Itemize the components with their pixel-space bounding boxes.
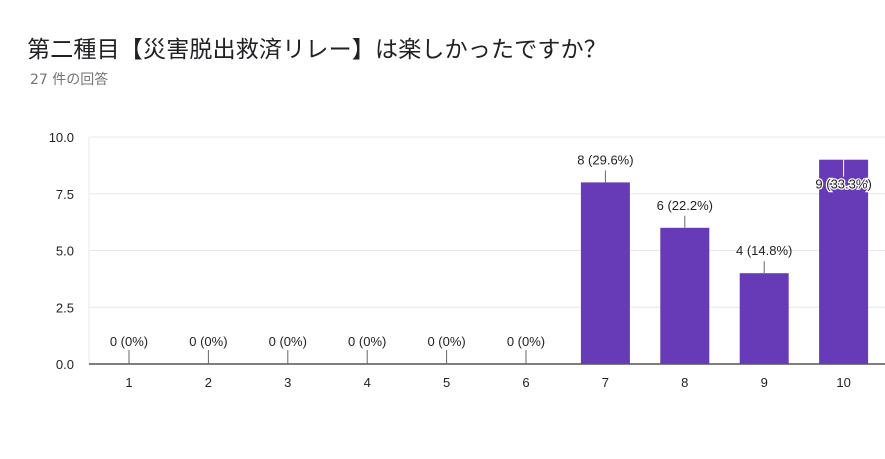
response-count: 27 件の回答 xyxy=(30,72,109,88)
data-label: 0 (0%) xyxy=(110,334,148,349)
x-tick-label: 1 xyxy=(125,375,132,390)
y-tick-label: 5.0 xyxy=(56,244,74,259)
y-axis-ticks: 0.0 2.5 5.0 7.5 10.0 xyxy=(49,130,74,372)
bar xyxy=(739,273,789,364)
bar xyxy=(660,227,710,364)
data-label: 4 (14.8%) xyxy=(736,243,792,258)
x-tick-label: 4 xyxy=(364,375,371,390)
data-label: 6 (22.2%) xyxy=(657,198,713,213)
x-tick-label: 8 xyxy=(681,375,688,390)
x-tick-label: 7 xyxy=(602,375,609,390)
bar xyxy=(580,182,630,364)
x-tick-label: 5 xyxy=(443,375,450,390)
bars xyxy=(580,159,869,364)
data-label: 0 (0%) xyxy=(427,334,465,349)
data-label: 0 (0%) xyxy=(507,334,545,349)
bar xyxy=(819,159,869,364)
x-tick-label: 2 xyxy=(205,375,212,390)
y-tick-label: 2.5 xyxy=(56,300,74,315)
x-tick-label: 3 xyxy=(284,375,291,390)
x-tick-label: 10 xyxy=(836,375,850,390)
x-tick-label: 9 xyxy=(761,375,768,390)
y-tick-label: 0.0 xyxy=(56,357,74,372)
y-tick-label: 10.0 xyxy=(49,130,74,145)
x-axis-ticks: 1 2 3 4 5 6 7 8 9 10 xyxy=(125,375,850,390)
data-label: 0 (0%) xyxy=(189,334,227,349)
x-tick-label: 6 xyxy=(522,375,529,390)
data-label: 8 (29.6%) xyxy=(577,152,633,167)
data-label: 0 (0%) xyxy=(348,334,386,349)
data-labels: 0 (0%) 0 (0%) 0 (0%) 0 (0%) 0 (0%) 0 (0%) 8 (2… xyxy=(110,152,873,364)
y-tick-label: 7.5 xyxy=(56,187,74,202)
data-label: 9 (33.3%) xyxy=(815,177,871,192)
data-label: 0 (0%) xyxy=(269,334,307,349)
chart-title: 第二種目【災害脱出救済リレー】は楽しかったですか？ xyxy=(27,37,607,63)
